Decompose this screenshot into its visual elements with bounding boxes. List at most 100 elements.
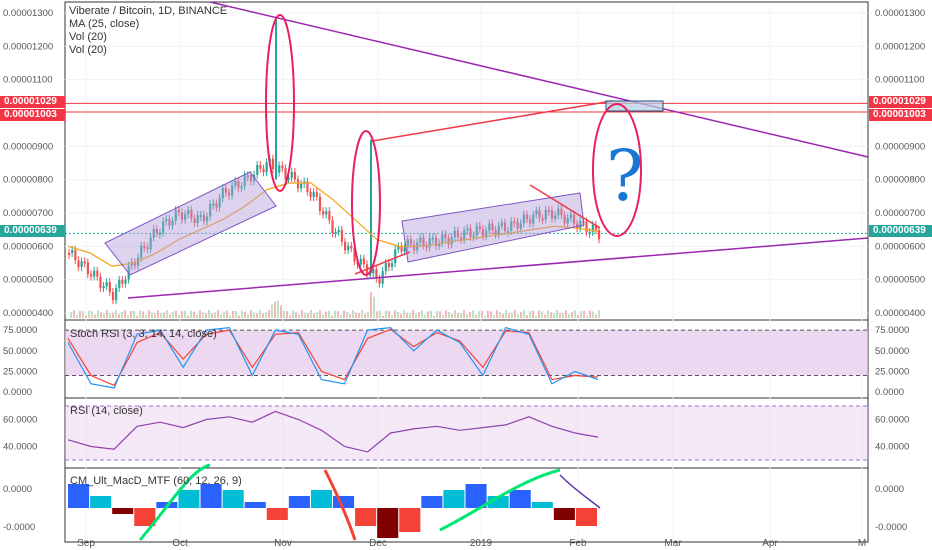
time-label: Feb [569, 538, 587, 549]
candle-body [71, 249, 74, 253]
volume-bar [469, 311, 471, 318]
candle-body [507, 230, 510, 233]
candle-body [422, 237, 425, 246]
highlight-ellipse-1 [265, 14, 295, 192]
candle-body [212, 203, 215, 206]
volume-bar [148, 310, 150, 318]
candle-body [202, 214, 206, 222]
candle-body [278, 165, 281, 173]
macd-hist-bar [465, 484, 487, 508]
candle-body [196, 215, 199, 223]
price-tick-right: 0.00001100 [875, 75, 925, 86]
price-tick-left: 0.00000600 [3, 241, 53, 252]
candle-body [165, 219, 168, 222]
candle-body [557, 208, 560, 216]
candle-body [77, 260, 80, 268]
candle-body [322, 210, 325, 215]
volume-bar [454, 310, 456, 318]
candle-body [460, 237, 463, 241]
price-tick-right: 0.00000400 [875, 308, 925, 319]
candle-body [497, 225, 500, 235]
candle-body [516, 221, 519, 229]
stoch-rsi-title[interactable]: Stoch RSI (3, 3, 14, 14, close) [70, 328, 217, 340]
candle-body [224, 188, 228, 193]
macd-signal-red [323, 469, 357, 541]
volume-bar [403, 310, 405, 318]
volume-bar [244, 311, 246, 318]
macd-tick-right: -0.0000 [875, 522, 907, 533]
vol-legend-1[interactable]: Vol (20) [69, 31, 107, 43]
macd-title[interactable]: CM_Ult_MacD_MTF (60, 12, 26, 9) [70, 475, 242, 487]
volume-bar [382, 315, 384, 318]
resistance-lower-tag-left: 0.00001003 [0, 109, 65, 121]
candle-body [466, 228, 469, 231]
highlight-ellipse-3 [592, 103, 642, 237]
candle-body [337, 230, 340, 233]
volume-bar [502, 313, 504, 318]
candle-body [168, 219, 171, 226]
volume-bar [292, 310, 294, 318]
macd-hist-bar [509, 490, 531, 508]
volume-bar [256, 313, 258, 318]
price-tick-left: 0.00000800 [3, 175, 53, 186]
price-tick-right: 0.00001300 [875, 8, 925, 19]
volume-bar [154, 313, 156, 318]
volume-bar [523, 310, 525, 318]
ma-legend[interactable]: MA (25, close) [69, 18, 140, 30]
volume-bar [394, 310, 396, 318]
last-price-tag-right: 0.00000639 [869, 225, 932, 237]
macd-hist-bar [112, 508, 134, 514]
macd-hist-bar [288, 496, 310, 508]
volume-bar [535, 315, 537, 318]
candle-body [453, 230, 456, 238]
resistance-upper-tag-right: 0.00001029 [869, 96, 932, 108]
volume-bar [271, 304, 273, 318]
rsi-title[interactable]: RSI (14, close) [70, 405, 143, 417]
candle-body [475, 226, 478, 236]
volume-bar [97, 310, 99, 318]
candle-body [293, 171, 296, 180]
volume-bar [73, 310, 75, 318]
volume-bar [235, 310, 237, 318]
candle-body [262, 168, 265, 173]
volume-bar [313, 313, 315, 318]
stoch-tick-right: 25.0000 [875, 366, 909, 377]
candle-body [306, 181, 309, 192]
volume-bar [295, 311, 297, 318]
symbol-title[interactable]: Viberate / Bitcoin, 1D, BINANCE [69, 5, 228, 17]
volume-bar [307, 313, 309, 318]
volume-bar [223, 311, 225, 318]
candle-body [550, 210, 554, 219]
vol-legend-2[interactable]: Vol (20) [69, 44, 107, 56]
candle-body [591, 224, 594, 233]
volume-bar [199, 310, 201, 318]
candle-body [535, 210, 538, 215]
volume-bar [412, 310, 414, 318]
candle-body [180, 212, 184, 220]
candle-body [234, 180, 237, 186]
volume-bar [280, 305, 282, 318]
volume-bar [526, 315, 528, 318]
candle-body [450, 237, 453, 245]
volume-bar [277, 300, 279, 318]
candle-body [503, 222, 507, 231]
resistance-lower-tag-right: 0.00001003 [869, 109, 932, 121]
volume-bar [94, 314, 96, 318]
candle-body [187, 209, 190, 215]
price-tick-right: 0.00000600 [875, 241, 925, 252]
stoch-tick-right: 75.0000 [875, 325, 909, 336]
volume-bar [460, 312, 462, 318]
red-trendline-top [371, 100, 613, 142]
candle-body [300, 183, 303, 189]
candle-body [387, 262, 391, 267]
candle-body [246, 175, 249, 178]
candle-body [296, 179, 300, 189]
candle-body [431, 237, 434, 240]
volume-bar [520, 311, 522, 318]
candle-body [510, 221, 513, 231]
price-tick-left: 0.00000900 [3, 141, 53, 152]
time-label: Apr [762, 538, 778, 549]
candle-body [569, 214, 572, 219]
